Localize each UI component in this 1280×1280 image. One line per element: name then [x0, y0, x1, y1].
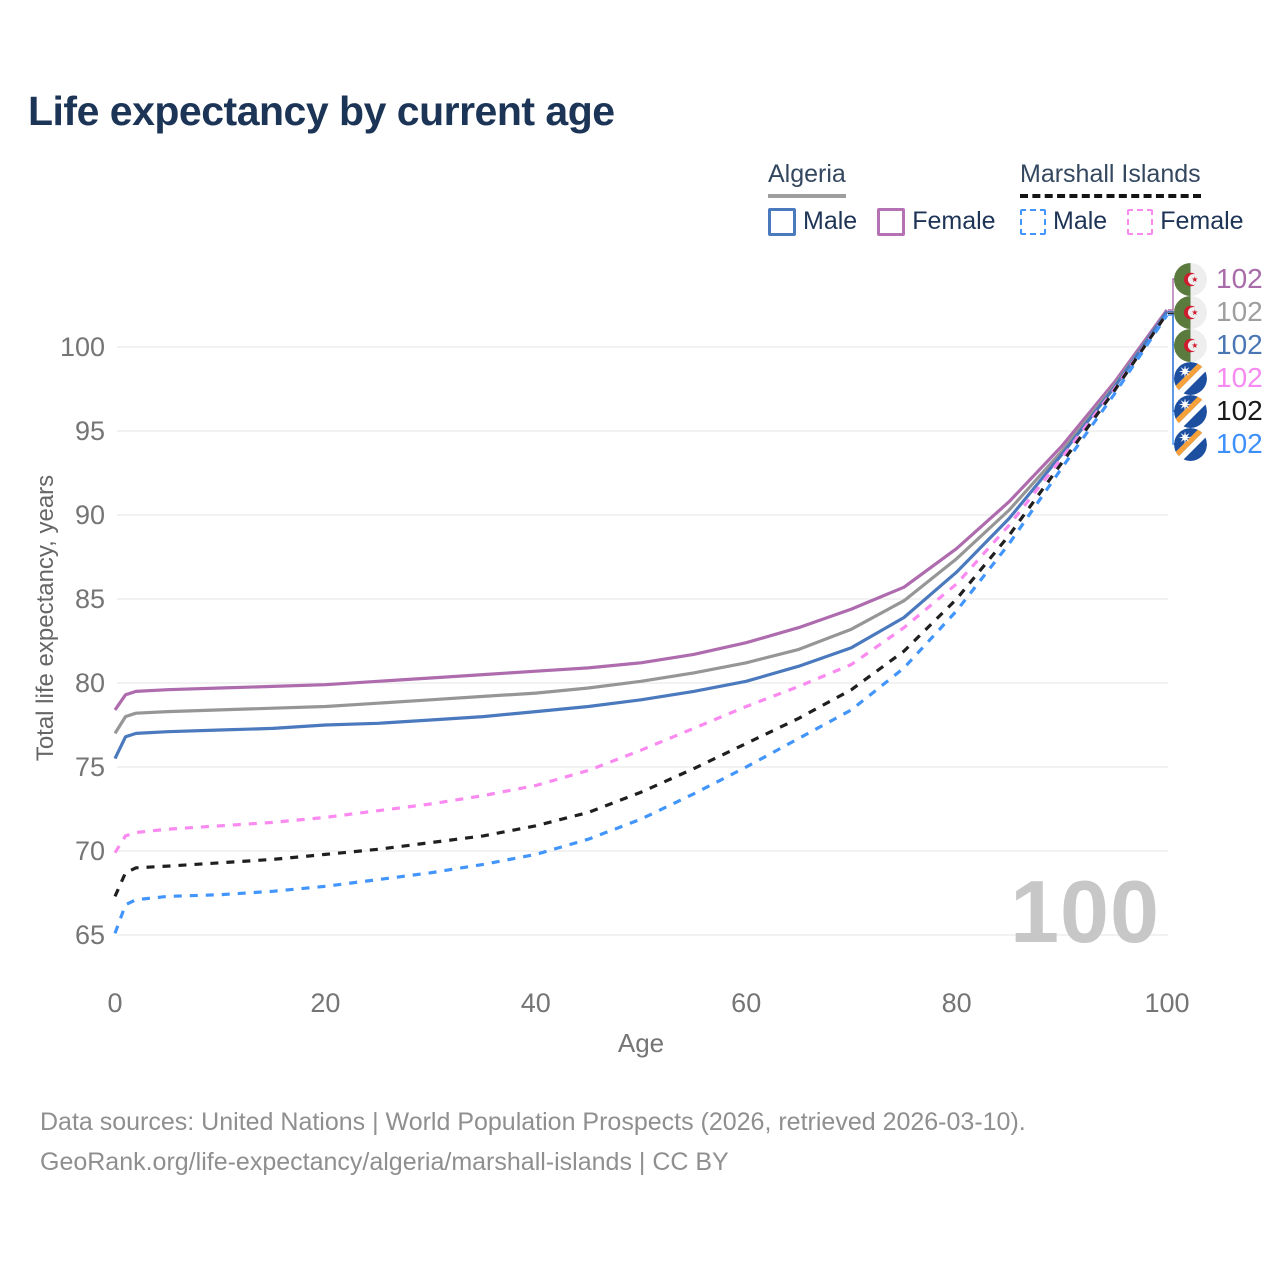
- x-axis-title: Age: [617, 1028, 665, 1058]
- algeria-flag-icon: [1174, 262, 1207, 296]
- endpoint-value: 102: [1216, 395, 1263, 426]
- algeria-female-label: Female: [912, 207, 996, 235]
- y-tick-95: 95: [75, 416, 105, 446]
- age-watermark: 100: [1010, 862, 1160, 961]
- series-line-algeria-male[interactable]: [113, 310, 1169, 760]
- endpoint-label-marshall-islands-male[interactable]: 102: [1174, 427, 1263, 461]
- y-tick-85: 85: [75, 584, 105, 614]
- y-tick-65: 65: [75, 920, 105, 950]
- endpoint-value: 102: [1216, 263, 1263, 294]
- legend-country-algeria[interactable]: Algeria: [768, 160, 846, 198]
- x-tick-40: 40: [521, 988, 551, 1018]
- endpoint-label-algeria-male[interactable]: 102: [1174, 328, 1263, 362]
- algeria-female-swatch-icon[interactable]: [877, 207, 906, 236]
- endpoint-value: 102: [1216, 329, 1263, 360]
- series-line-marshall-islands-male[interactable]: [113, 314, 1169, 934]
- series-line-algeria-both-sexes[interactable]: [113, 310, 1169, 735]
- x-tick-20: 20: [310, 988, 340, 1018]
- series-line-algeria-female[interactable]: [113, 309, 1169, 711]
- algeria-male-swatch-icon[interactable]: [768, 207, 796, 236]
- footer-data-sources: Data sources: United Nations | World Pop…: [40, 1108, 1026, 1136]
- x-tick-60: 60: [731, 988, 761, 1018]
- algeria-flag-icon: [1174, 295, 1207, 329]
- legend-group-algeria: Algeria Male Female: [768, 160, 1016, 236]
- series-line-marshall-islands-female[interactable]: [113, 312, 1169, 854]
- algeria-male-label: Male: [803, 207, 858, 235]
- endpoint-value: 102: [1216, 362, 1263, 393]
- marshall-islands-flag-icon: [1174, 427, 1207, 461]
- x-tick-80: 80: [942, 988, 972, 1018]
- legend-group-marshall-islands: Marshall Islands Male Female: [1020, 160, 1264, 236]
- marshall-female-label: Female: [1160, 207, 1244, 235]
- series-line-marshall-islands-both-sexes[interactable]: [113, 312, 1169, 898]
- endpoint-label-marshall-islands-both-sexes[interactable]: 102: [1174, 394, 1263, 428]
- endpoint-label-marshall-islands-female[interactable]: 102: [1174, 361, 1263, 395]
- algeria-flag-icon: [1174, 328, 1207, 362]
- y-tick-100: 100: [60, 332, 105, 362]
- x-tick-0: 0: [107, 988, 122, 1018]
- endpoint-value: 102: [1216, 296, 1263, 327]
- marshall-male-label: Male: [1053, 207, 1108, 235]
- endpoint-value: 102: [1216, 428, 1263, 459]
- endpoint-label-algeria-both-sexes[interactable]: 102: [1174, 295, 1263, 329]
- legend-country-marshall-islands[interactable]: Marshall Islands: [1020, 160, 1201, 198]
- marshall-islands-flag-icon: [1174, 361, 1207, 395]
- page-title: Life expectancy by current age: [28, 88, 615, 134]
- y-tick-75: 75: [75, 752, 105, 782]
- marshall-islands-flag-icon: [1174, 394, 1207, 428]
- y-axis-title: Total life expectancy, years: [32, 474, 59, 762]
- footer-attribution-link[interactable]: GeoRank.org/life-expectancy/algeria/mars…: [40, 1148, 729, 1176]
- y-tick-80: 80: [75, 668, 105, 698]
- marshall-male-swatch-icon[interactable]: [1020, 208, 1046, 235]
- endpoint-label-algeria-female[interactable]: 102: [1174, 262, 1263, 296]
- y-tick-90: 90: [75, 500, 105, 530]
- y-tick-70: 70: [75, 836, 105, 866]
- marshall-female-swatch-icon[interactable]: [1127, 208, 1154, 235]
- x-tick-100: 100: [1144, 988, 1189, 1018]
